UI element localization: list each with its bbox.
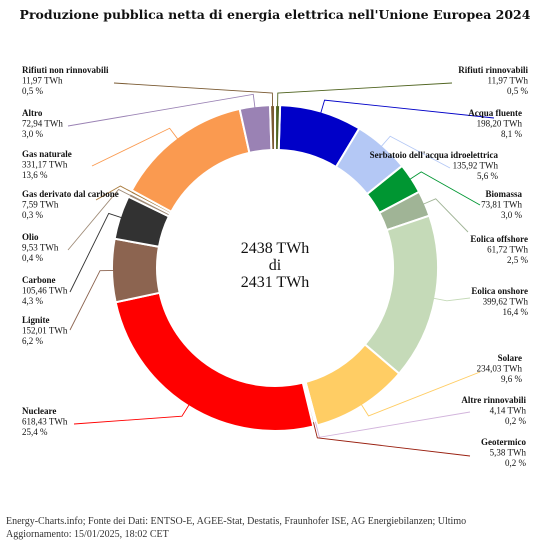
leader-gas-naturale — [91, 127, 180, 167]
label-eolica-offshore: Eolica offshore 61,72 TWh 2,5 % — [470, 234, 528, 265]
leader-rifiuti-rinnovabili — [277, 82, 453, 110]
label-nucleare: Nucleare 618,43 TWh 25,4 % — [22, 406, 68, 437]
label-serbatoio-dell-acqua-idroelettrica: Serbatoio dell'acqua idroelettrica 135,92… — [370, 150, 499, 181]
label-lignite: Lignite 152,01 TWh 6,2 % — [22, 315, 68, 346]
center-total-line2: di — [269, 257, 282, 274]
label-solare: Solare 234,03 TWh 9,6 % — [477, 353, 523, 384]
label-gas-derivato-dal-carbone: Gas derivato dal carbone 7,59 TWh 0,3 % — [22, 189, 119, 220]
label-altro: Altro 72,94 TWh 3,0 % — [22, 108, 63, 139]
label-geotermico: Geotermico 5,38 TWh 0,2 % — [481, 437, 526, 468]
label-rifiuti-rinnovabili: Rifiuti rinnovabili 11,97 TWh 0,5 % — [458, 65, 528, 96]
label-eolica-onshore: Eolica onshore 399,62 TWh 16,4 % — [471, 286, 528, 317]
leader-solare — [359, 371, 481, 417]
slice-gas-naturale — [130, 107, 251, 214]
donut-slices — [111, 103, 439, 432]
slice-labels: Acqua fluente 198,20 TWh 8,1 % Serbatoio de… — [22, 65, 529, 468]
leader-lines — [67, 82, 495, 457]
leader-olio — [67, 188, 134, 251]
slice-rifiuti-rinnovabili — [274, 103, 282, 152]
leader-gas-derivato-dal-carbone — [95, 185, 135, 201]
slice-lignite — [111, 237, 161, 304]
leader-serbatoio-dell-acqua-idroelettrica — [379, 135, 451, 169]
footer-source-line2: Aggiornamento: 15/01/2025, 18:02 CET — [6, 529, 169, 540]
label-acqua-fluente: Acqua fluente 198,20 TWh 8,1 % — [468, 108, 522, 139]
leader-nucleare — [73, 402, 191, 425]
label-gas-naturale: Gas naturale 331,17 TWh 13,6 % — [22, 149, 72, 180]
footer-source-line1: Energy-Charts.info; Fonte dei Dati: ENTS… — [6, 516, 466, 527]
leader-lignite — [69, 270, 117, 331]
chart-title: Produzione pubblica netta di energia ele… — [20, 7, 531, 22]
leader-altre-rinnovabili — [314, 411, 471, 438]
slice-eolica-onshore — [363, 214, 439, 375]
leader-rifiuti-non-rinnovabili — [113, 82, 274, 110]
center-total-line1: 2438 TWh — [241, 240, 310, 257]
slice-nucleare — [114, 291, 315, 432]
leader-carbone — [69, 212, 125, 293]
label-olio: Olio 9,53 TWh 0,4 % — [22, 232, 59, 263]
label-biomassa: Biomassa 73,81 TWh 3,0 % — [481, 189, 522, 220]
center-total-line3: 2431 TWh — [241, 274, 310, 291]
leader-eolica-onshore — [431, 297, 471, 302]
leader-acqua-fluente — [319, 99, 495, 119]
leader-biomassa — [407, 171, 481, 206]
leader-altro — [67, 93, 256, 127]
leader-eolica-offshore — [420, 198, 469, 233]
label-altre-rinnovabili: Altre rinnovabili 4,14 TWh 0,2 % — [461, 395, 526, 426]
label-carbone: Carbone 105,46 TWh 4,3 % — [22, 275, 68, 306]
leader-geotermico — [313, 422, 471, 457]
label-rifiuti-non-rinnovabili: Rifiuti non rinnovabili 11,97 TWh 0,5 % — [22, 65, 109, 96]
